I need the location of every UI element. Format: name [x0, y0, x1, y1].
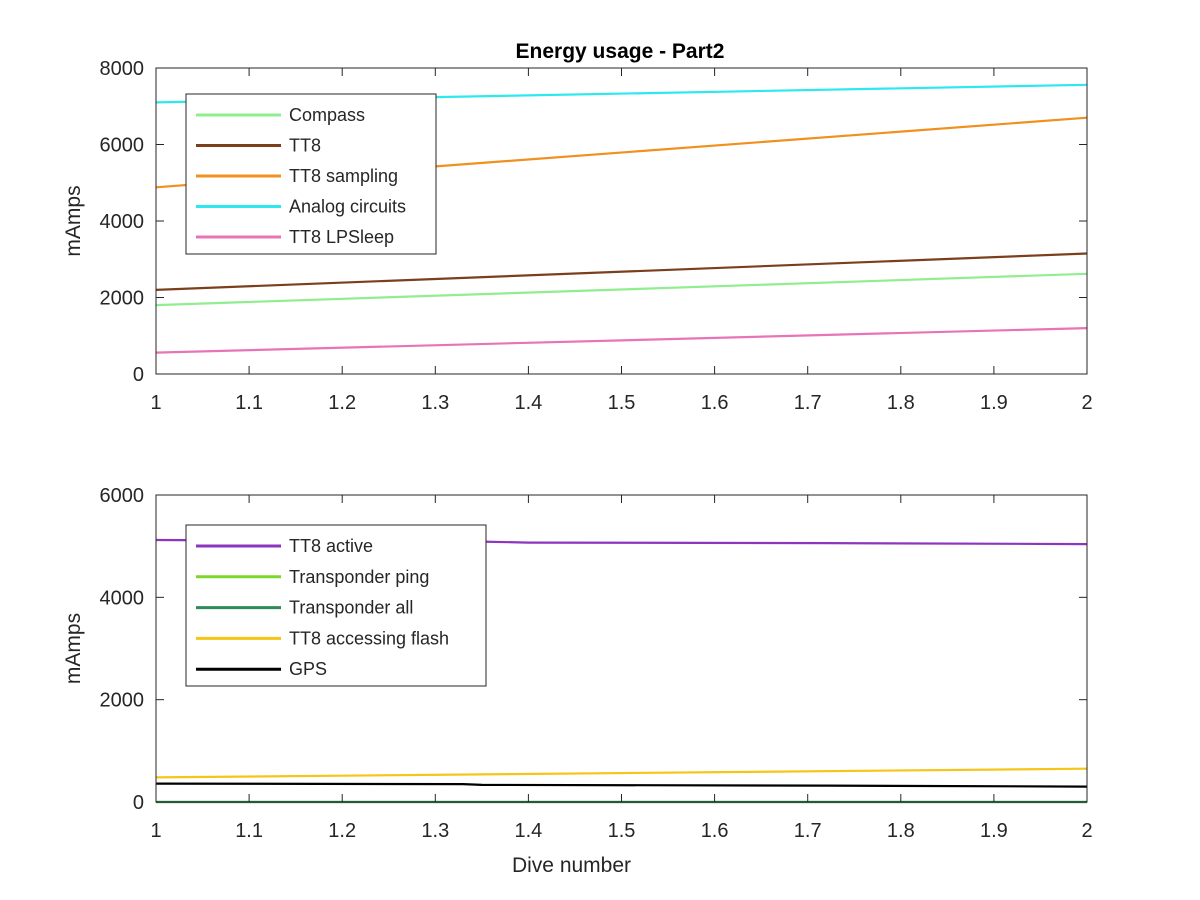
legend-label: TT8 accessing flash — [289, 628, 449, 648]
y-tick-label: 8000 — [100, 58, 145, 80]
y-tick-label: 4000 — [100, 587, 145, 609]
x-tick-label: 1.1 — [235, 392, 263, 414]
x-tick-label: 1.7 — [794, 820, 822, 842]
legend-label: Compass — [289, 105, 365, 125]
top-plot: 1 1.1 1.2 1.3 1.4 1.5 1.6 1.7 1.8 1.9 2 0 2000 4000 60… — [62, 58, 1093, 414]
x-tick-label: 1 — [150, 392, 161, 414]
x-tick-label: 1.7 — [794, 392, 822, 414]
legend-label: TT8 active — [289, 536, 373, 556]
y-axis-label: mAmps — [62, 185, 85, 256]
x-tick-label: 1.2 — [328, 820, 356, 842]
x-tick-label: 1.4 — [514, 392, 542, 414]
x-tick-label: 1.6 — [701, 820, 729, 842]
x-tick-label: 1.3 — [421, 820, 449, 842]
x-tick-label: 1 — [150, 820, 161, 842]
y-tick-label: 4000 — [100, 211, 145, 233]
y-tick-label: 2000 — [100, 690, 145, 712]
x-tick-label: 1.2 — [328, 392, 356, 414]
legend-label: TT8 sampling — [289, 166, 398, 186]
legend-label: Transponder ping — [289, 567, 429, 587]
series-line-tt8-lpsleep — [155, 327, 1088, 354]
x-tick-label: 1.9 — [980, 392, 1008, 414]
bottom-plot: 1 1.1 1.2 1.3 1.4 1.5 1.6 1.7 1.8 1.9 2 0 2000 4000 60… — [62, 485, 1093, 877]
x-tick-label: 1.9 — [980, 820, 1008, 842]
x-tick-label: 1.8 — [887, 392, 915, 414]
y-tick-label: 0 — [133, 792, 144, 814]
x-tick-label: 1.5 — [608, 820, 636, 842]
series-line-compass — [155, 272, 1088, 307]
series-line-tt8 — [155, 252, 1088, 291]
legend-label: Analog circuits — [289, 197, 406, 217]
legend-box — [185, 93, 437, 255]
y-axis-label: mAmps — [62, 613, 85, 684]
x-axis-label: Dive number — [512, 854, 631, 877]
x-tick-label: 2 — [1081, 392, 1092, 414]
legend-label: Transponder all — [289, 598, 413, 618]
series-line-gps — [155, 782, 1088, 788]
x-tick-label: 2 — [1081, 820, 1092, 842]
legend-label: TT8 — [289, 136, 321, 156]
x-tick-label: 1.5 — [608, 392, 636, 414]
x-tick-label: 1.1 — [235, 820, 263, 842]
x-tick-label: 1.4 — [514, 820, 542, 842]
y-tick-label: 6000 — [100, 135, 145, 157]
series-line-tt8-accessing-flash — [155, 767, 1088, 779]
legend-label: GPS — [289, 659, 327, 679]
y-tick-label: 0 — [133, 364, 144, 386]
x-tick-label: 1.3 — [421, 392, 449, 414]
y-tick-label: 6000 — [100, 485, 145, 507]
legend-label: TT8 LPSleep — [289, 227, 394, 247]
x-tick-label: 1.8 — [887, 820, 915, 842]
legend-box — [185, 524, 487, 687]
y-tick-label: 2000 — [100, 288, 145, 310]
x-tick-label: 1.6 — [701, 392, 729, 414]
chart-title: Energy usage - Part2 — [516, 40, 725, 63]
